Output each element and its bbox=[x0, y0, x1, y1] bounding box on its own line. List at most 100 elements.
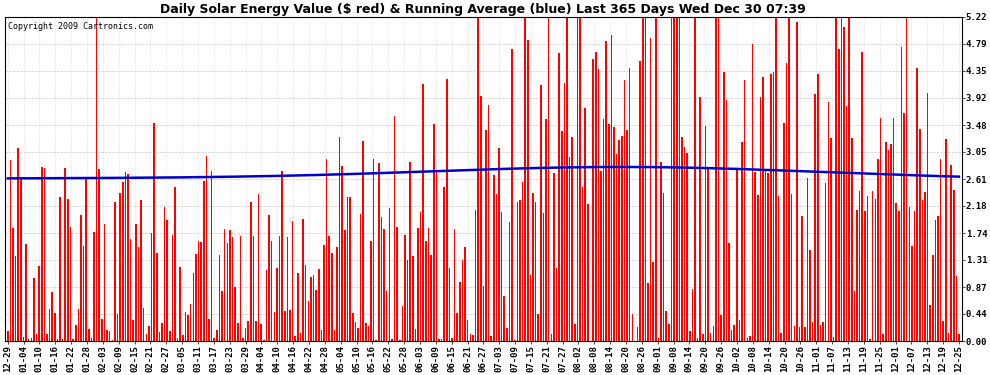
Bar bbox=[820, 325, 822, 341]
Bar bbox=[161, 322, 162, 341]
Bar bbox=[480, 96, 481, 341]
Bar bbox=[436, 172, 438, 341]
Bar bbox=[120, 194, 121, 341]
Bar bbox=[195, 254, 197, 341]
Bar bbox=[85, 178, 87, 341]
Bar bbox=[791, 194, 792, 341]
Bar bbox=[590, 340, 591, 341]
Bar bbox=[342, 166, 344, 341]
Bar bbox=[47, 334, 48, 341]
Bar bbox=[566, 17, 568, 341]
Bar bbox=[104, 224, 105, 341]
Bar bbox=[141, 200, 142, 341]
Bar bbox=[541, 85, 542, 341]
Bar bbox=[323, 244, 325, 341]
Bar bbox=[423, 84, 424, 341]
Bar bbox=[642, 17, 644, 341]
Bar bbox=[250, 202, 251, 341]
Bar bbox=[859, 191, 860, 341]
Bar bbox=[807, 178, 808, 341]
Bar bbox=[603, 119, 604, 341]
Bar bbox=[127, 174, 129, 341]
Bar bbox=[632, 314, 633, 341]
Bar bbox=[62, 339, 63, 341]
Bar bbox=[240, 236, 242, 341]
Bar bbox=[611, 35, 612, 341]
Bar bbox=[59, 196, 60, 341]
Bar bbox=[619, 140, 620, 341]
Bar bbox=[349, 197, 350, 341]
Bar bbox=[655, 17, 656, 341]
Bar bbox=[232, 237, 234, 341]
Bar bbox=[571, 136, 573, 341]
Bar bbox=[794, 326, 795, 341]
Bar bbox=[569, 157, 570, 341]
Bar bbox=[613, 127, 615, 341]
Bar bbox=[851, 138, 852, 341]
Bar bbox=[694, 17, 696, 341]
Bar bbox=[448, 268, 450, 341]
Bar bbox=[550, 334, 552, 341]
Bar bbox=[647, 283, 648, 341]
Bar bbox=[817, 74, 819, 341]
Bar bbox=[767, 173, 769, 341]
Bar bbox=[402, 306, 403, 341]
Bar bbox=[770, 74, 771, 341]
Bar bbox=[146, 334, 148, 341]
Bar bbox=[36, 334, 38, 341]
Bar bbox=[700, 97, 701, 341]
Bar bbox=[187, 315, 189, 341]
Bar bbox=[509, 222, 510, 341]
Bar bbox=[334, 330, 336, 341]
Bar bbox=[153, 123, 154, 341]
Bar bbox=[547, 17, 549, 341]
Title: Daily Solar Energy Value ($ red) & Running Average (blue) Last 365 Days Wed Dec : Daily Solar Energy Value ($ red) & Runni… bbox=[160, 3, 806, 16]
Bar bbox=[148, 326, 149, 341]
Bar bbox=[101, 319, 103, 341]
Bar bbox=[845, 106, 847, 341]
Bar bbox=[527, 39, 529, 341]
Bar bbox=[705, 126, 706, 341]
Bar bbox=[563, 83, 565, 341]
Bar bbox=[388, 208, 390, 341]
Bar bbox=[88, 329, 89, 341]
Bar bbox=[224, 230, 226, 341]
Bar bbox=[138, 248, 140, 341]
Bar bbox=[297, 273, 299, 341]
Bar bbox=[415, 328, 416, 341]
Bar bbox=[657, 338, 659, 341]
Bar bbox=[555, 268, 557, 341]
Bar bbox=[93, 232, 95, 341]
Bar bbox=[182, 335, 184, 341]
Bar bbox=[318, 269, 320, 341]
Bar bbox=[386, 291, 387, 341]
Bar bbox=[517, 202, 518, 341]
Bar bbox=[64, 168, 66, 341]
Bar bbox=[616, 154, 618, 341]
Bar bbox=[629, 68, 631, 341]
Bar bbox=[383, 230, 385, 341]
Bar bbox=[721, 315, 722, 341]
Bar bbox=[467, 320, 468, 341]
Bar bbox=[935, 220, 937, 341]
Bar bbox=[15, 256, 17, 341]
Bar bbox=[801, 216, 803, 341]
Bar bbox=[831, 138, 832, 341]
Bar bbox=[394, 116, 395, 341]
Bar bbox=[265, 270, 267, 341]
Bar bbox=[49, 309, 50, 341]
Bar bbox=[198, 241, 199, 341]
Bar bbox=[796, 22, 798, 341]
Bar bbox=[150, 233, 152, 341]
Bar bbox=[337, 247, 338, 341]
Bar bbox=[522, 182, 524, 341]
Bar bbox=[893, 118, 894, 341]
Bar bbox=[396, 226, 398, 341]
Bar bbox=[917, 68, 918, 341]
Bar bbox=[276, 268, 278, 341]
Bar bbox=[208, 319, 210, 341]
Bar bbox=[914, 211, 916, 341]
Bar bbox=[56, 339, 58, 341]
Bar bbox=[684, 147, 685, 341]
Bar bbox=[668, 324, 669, 341]
